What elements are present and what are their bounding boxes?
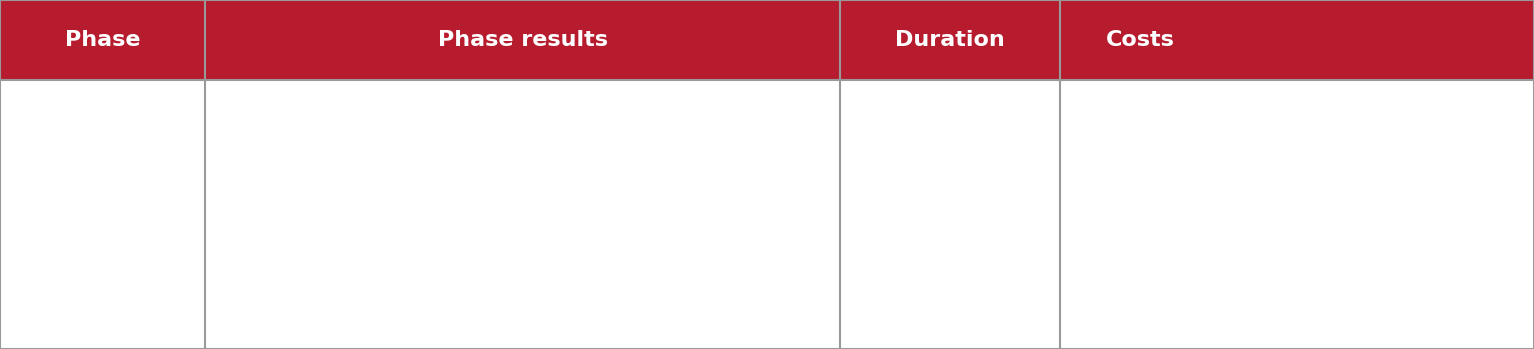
Text: Costs: Costs — [1106, 30, 1175, 50]
Bar — [0, 0, 1534, 80]
Text: Phase: Phase — [64, 30, 140, 50]
Bar — [0, 80, 1534, 349]
Text: Phase results: Phase results — [437, 30, 607, 50]
Text: Duration: Duration — [896, 30, 1005, 50]
